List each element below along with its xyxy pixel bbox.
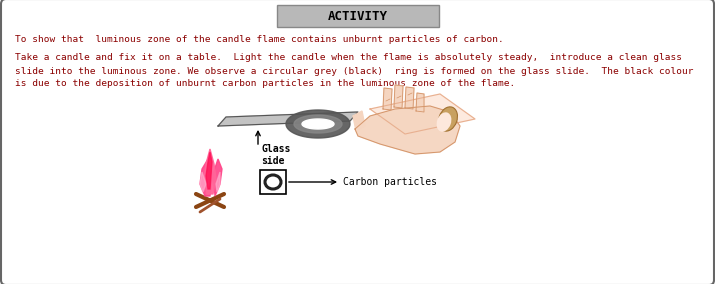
Polygon shape — [405, 87, 414, 109]
Text: slide into the luminous zone. We observe a circular grey (black)  ring is formed: slide into the luminous zone. We observe… — [15, 66, 694, 76]
Polygon shape — [353, 111, 365, 131]
Polygon shape — [416, 93, 424, 112]
Polygon shape — [200, 159, 213, 196]
Text: Take a candle and fix it on a table.  Light the candle when the flame is absolut: Take a candle and fix it on a table. Lig… — [15, 53, 682, 62]
Polygon shape — [394, 85, 403, 108]
Polygon shape — [302, 119, 334, 129]
Text: ACTIVITY: ACTIVITY — [328, 9, 388, 22]
Polygon shape — [206, 152, 212, 189]
Text: To show that  luminous zone of the candle flame contains unburnt particles of ca: To show that luminous zone of the candle… — [15, 34, 504, 43]
Polygon shape — [383, 88, 392, 110]
Polygon shape — [286, 110, 350, 138]
Polygon shape — [294, 115, 342, 133]
Ellipse shape — [437, 112, 451, 132]
Text: Carbon particles: Carbon particles — [343, 177, 437, 187]
Text: is due to the deposition of unburnt carbon particles in the luminous zone of the: is due to the deposition of unburnt carb… — [15, 80, 516, 89]
Polygon shape — [218, 112, 358, 126]
FancyBboxPatch shape — [277, 5, 439, 27]
Ellipse shape — [438, 107, 458, 131]
Polygon shape — [200, 172, 206, 192]
Polygon shape — [213, 159, 222, 196]
Text: Glass
side: Glass side — [261, 144, 290, 166]
Polygon shape — [204, 149, 216, 194]
Polygon shape — [218, 112, 358, 126]
Bar — [260, 170, 286, 194]
Polygon shape — [216, 172, 220, 192]
Polygon shape — [370, 94, 475, 134]
Polygon shape — [355, 106, 460, 154]
